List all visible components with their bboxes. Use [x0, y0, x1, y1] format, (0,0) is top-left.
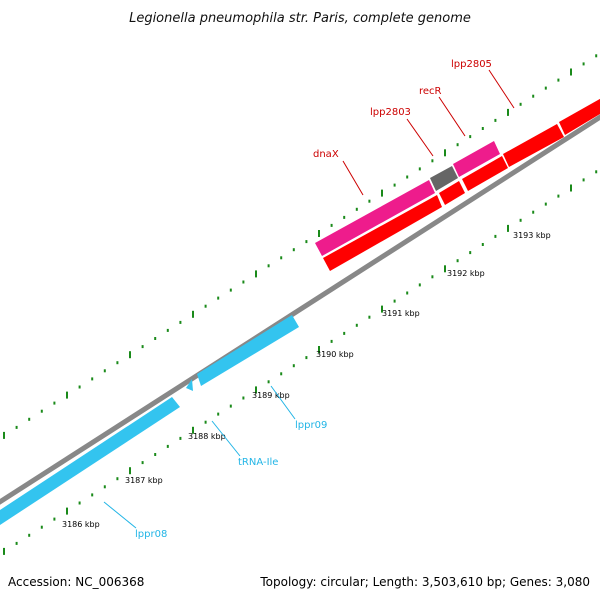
scale-label-3191: 3191 kbp	[382, 309, 420, 318]
leader-dnaX	[342, 160, 364, 196]
leader-lpp2805	[488, 69, 515, 109]
scale-label-3193: 3193 kbp	[513, 231, 551, 240]
gene-block-small-red-1	[439, 181, 465, 205]
leader-trna-ile	[211, 420, 241, 457]
accession-text: Accession: NC_006368	[8, 575, 144, 589]
scale-label-3186: 3186 kbp	[62, 520, 100, 529]
gene-label-lpp2805: lpp2805	[451, 59, 492, 70]
genome-summary-text: Topology: circular; Length: 3,503,610 bp…	[259, 575, 590, 589]
gene-label-lpp2803: lpp2803	[370, 107, 411, 118]
tick-marks	[3, 54, 598, 555]
scale-label-3190: 3190 kbp	[316, 350, 354, 359]
gene-block-lppr09	[197, 315, 299, 386]
gene-block-recR-red	[462, 156, 508, 191]
gene-label-lppr09: lppr09	[295, 420, 327, 431]
gene-block-lppr08	[0, 397, 180, 525]
genome-backbone	[0, 114, 600, 505]
leader-recR	[438, 96, 466, 137]
leader-lpp2803	[406, 118, 434, 157]
scale-label-3189: 3189 kbp	[252, 391, 290, 400]
scale-label-3188: 3188 kbp	[188, 432, 226, 441]
gene-block-red-4	[503, 124, 564, 167]
gene-block-dnaX-red	[323, 195, 442, 271]
gene-label-recR: recR	[419, 86, 442, 97]
gene-block-dnaX-magenta	[315, 180, 435, 256]
gene-block-recR-magenta	[453, 141, 500, 177]
leader-lppr09	[270, 385, 296, 420]
leader-lppr08	[103, 501, 137, 529]
map-title: Legionella pneumophila str. Paris, compl…	[129, 11, 471, 26]
gene-block-trna-ile	[186, 379, 193, 391]
gene-block-lpp2803-grey	[430, 166, 458, 191]
gene-block-red-5	[559, 98, 600, 135]
gene-label-dnaX: dnaX	[313, 149, 339, 160]
scale-label-3187: 3187 kbp	[125, 476, 163, 485]
scale-label-3192: 3192 kbp	[447, 269, 485, 278]
gene-label-lppr08: lppr08	[135, 529, 167, 540]
gene-label-trna-ile: tRNA-Ile	[238, 457, 278, 468]
